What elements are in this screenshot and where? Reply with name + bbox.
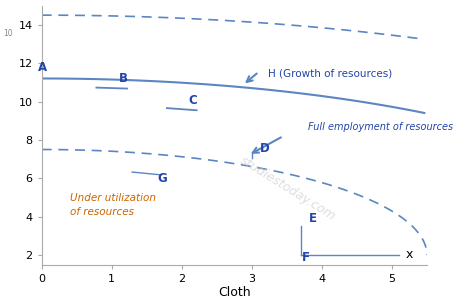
Text: G: G [157,172,167,185]
Text: Under utilization: Under utilization [70,193,156,203]
Text: x: x [406,248,413,261]
Text: A: A [38,61,47,74]
Text: D: D [260,142,270,155]
Text: 10: 10 [3,29,13,38]
Text: H (Growth of resources): H (Growth of resources) [268,68,392,78]
Text: of resources: of resources [70,207,134,217]
Text: E: E [309,212,317,225]
Text: studiestoday.com: studiestoday.com [238,154,338,224]
X-axis label: Cloth: Cloth [218,286,251,300]
Text: B: B [119,72,128,85]
Text: Full employment of resources: Full employment of resources [308,122,453,132]
Text: C: C [189,94,198,107]
Text: F: F [302,251,310,264]
